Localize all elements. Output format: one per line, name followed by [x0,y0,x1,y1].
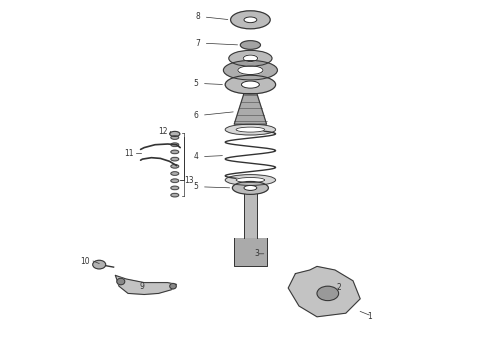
Polygon shape [288,266,360,317]
Ellipse shape [225,124,275,135]
Text: 3: 3 [254,249,259,258]
Ellipse shape [240,41,261,49]
Ellipse shape [171,157,179,161]
Ellipse shape [238,66,263,75]
Bar [244,194,257,238]
Ellipse shape [171,172,179,175]
Polygon shape [234,94,267,124]
Ellipse shape [170,284,176,289]
Text: 13: 13 [184,176,194,185]
Ellipse shape [171,143,179,147]
Text: 2: 2 [337,284,342,292]
Ellipse shape [236,177,265,183]
Text: 10: 10 [80,256,90,266]
Ellipse shape [171,150,179,154]
Ellipse shape [93,260,106,269]
Ellipse shape [171,165,179,168]
Ellipse shape [171,193,179,197]
Ellipse shape [232,181,269,194]
Ellipse shape [171,179,179,183]
Ellipse shape [225,75,275,94]
Text: 4: 4 [194,152,198,161]
Text: 6: 6 [194,111,198,120]
Ellipse shape [231,11,270,29]
Text: 12: 12 [158,127,168,136]
Ellipse shape [223,60,277,80]
Ellipse shape [244,17,257,23]
Ellipse shape [317,286,339,301]
Ellipse shape [244,185,257,190]
Text: 7: 7 [195,39,200,48]
Ellipse shape [242,81,259,88]
Ellipse shape [243,55,258,62]
Ellipse shape [171,136,179,139]
Ellipse shape [229,50,272,66]
Ellipse shape [236,127,265,132]
Ellipse shape [117,278,125,285]
Ellipse shape [171,186,179,190]
Polygon shape [116,275,176,294]
Ellipse shape [225,175,275,185]
Text: 8: 8 [195,13,200,22]
Bar [234,238,267,266]
Text: 9: 9 [140,282,145,291]
Text: 1: 1 [368,312,372,321]
Text: 5: 5 [194,183,198,192]
Text: 11: 11 [124,149,133,158]
Ellipse shape [170,131,180,136]
Text: 5: 5 [194,79,198,88]
